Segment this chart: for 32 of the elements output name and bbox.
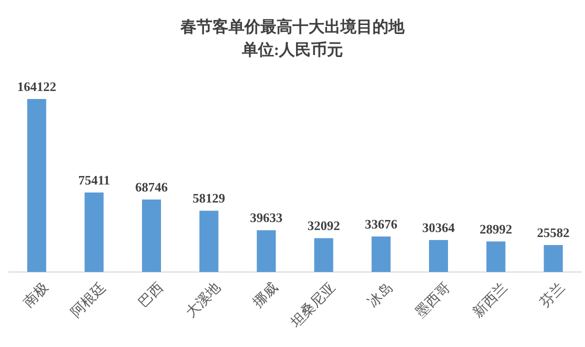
bar (27, 99, 46, 272)
bar (372, 236, 391, 272)
data-label: 33676 (364, 216, 398, 232)
data-label: 68746 (135, 180, 168, 195)
x-tick-label: 坦桑尼亚 (287, 280, 339, 332)
x-tick-label: 冰岛 (365, 280, 396, 311)
bar (256, 230, 276, 272)
x-tick-label: 墨西哥 (412, 280, 454, 321)
data-label: 39633 (250, 210, 284, 226)
bar (84, 192, 104, 272)
x-tick-label: 新西兰 (470, 280, 511, 321)
x-tick-label: 挪威 (250, 280, 282, 311)
chart-subtitle: 单位:人民币元 (240, 41, 344, 59)
bar (429, 240, 448, 272)
x-tick-label: 巴西 (136, 280, 167, 311)
bar (199, 210, 218, 272)
bar (142, 200, 161, 272)
data-label: 32092 (307, 218, 340, 234)
data-label: 164122 (17, 79, 56, 94)
x-tick-label: 大溪地 (182, 280, 224, 321)
x-tick-label: 南极 (20, 280, 52, 311)
bar (314, 238, 334, 272)
data-label: 75411 (78, 172, 110, 188)
chart-title: 春节客单价最高十大出境目的地 (180, 17, 406, 36)
bar (486, 241, 506, 272)
x-tick-label: 芬兰 (537, 280, 568, 311)
data-label: 28992 (480, 221, 512, 236)
x-tick-label: 阿根廷 (68, 280, 110, 321)
bar (544, 245, 563, 272)
data-label: 58129 (192, 190, 226, 206)
data-label: 25582 (537, 225, 570, 240)
data-label: 30364 (422, 220, 456, 235)
